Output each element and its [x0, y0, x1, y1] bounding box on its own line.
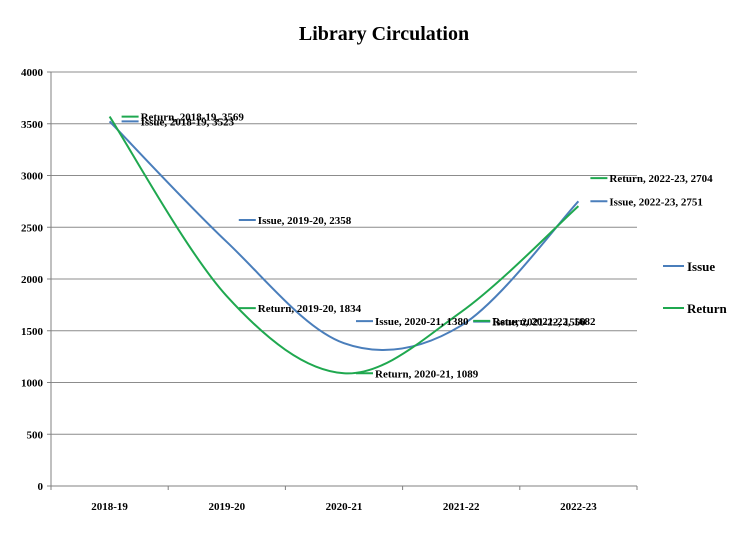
data-label-return: Return, 2021-22, 1682 — [492, 316, 596, 328]
x-tick-label: 2018-19 — [91, 501, 128, 513]
series-lines — [108, 116, 580, 375]
y-tick-label: 500 — [27, 429, 44, 441]
gridlines — [51, 71, 637, 435]
data-label-return: Return, 2020-21, 1089 — [375, 368, 479, 380]
x-tick-label: 2022-23 — [560, 501, 597, 513]
y-tick-label: 3500 — [21, 119, 44, 131]
series-line-return — [108, 116, 580, 375]
data-label-issue: Issue, 2022-23, 2751 — [609, 196, 703, 208]
data-label-issue: Issue, 2018-19, 3523 — [141, 116, 235, 128]
axes: 0 500 1000 1500 2000 2500 3000 3500 4000 2018-19 2… — [21, 67, 638, 513]
y-tick-label: 0 — [38, 481, 44, 493]
legend-label-return: Return — [687, 301, 727, 316]
data-label-return: Return, 2022-23, 2704 — [609, 173, 713, 185]
data-label-return: Return, 2019-20, 1834 — [258, 303, 362, 315]
data-label-issue: Issue, 2020-21, 1380 — [375, 316, 469, 328]
data-label-return: Return, 2018-19, 3569 — [141, 112, 245, 124]
data-label-issue: Issue, 2021-22, 1550 — [492, 317, 586, 329]
x-tick-label: 2019-20 — [208, 501, 245, 513]
y-tick-label: 1000 — [21, 378, 44, 390]
y-tick-label: 4000 — [21, 67, 44, 79]
chart-title: Library Circulation — [299, 23, 469, 45]
series-line-issue — [108, 120, 580, 352]
y-tick-label: 1500 — [21, 326, 44, 338]
y-tick-label: 3000 — [21, 171, 44, 183]
legend-label-issue: Issue — [687, 259, 715, 274]
x-tick-label: 2020-21 — [326, 501, 363, 513]
data-label-issue: Issue, 2019-20, 2358 — [258, 215, 352, 227]
y-tick-label: 2000 — [21, 274, 44, 286]
y-tick-label: 2500 — [21, 222, 44, 234]
legend: Issue Return — [663, 259, 727, 316]
data-labels: Issue, 2018-19, 3523 Issue, 2019-20, 2358… — [121, 112, 713, 380]
x-tick-label: 2021-22 — [443, 501, 480, 513]
